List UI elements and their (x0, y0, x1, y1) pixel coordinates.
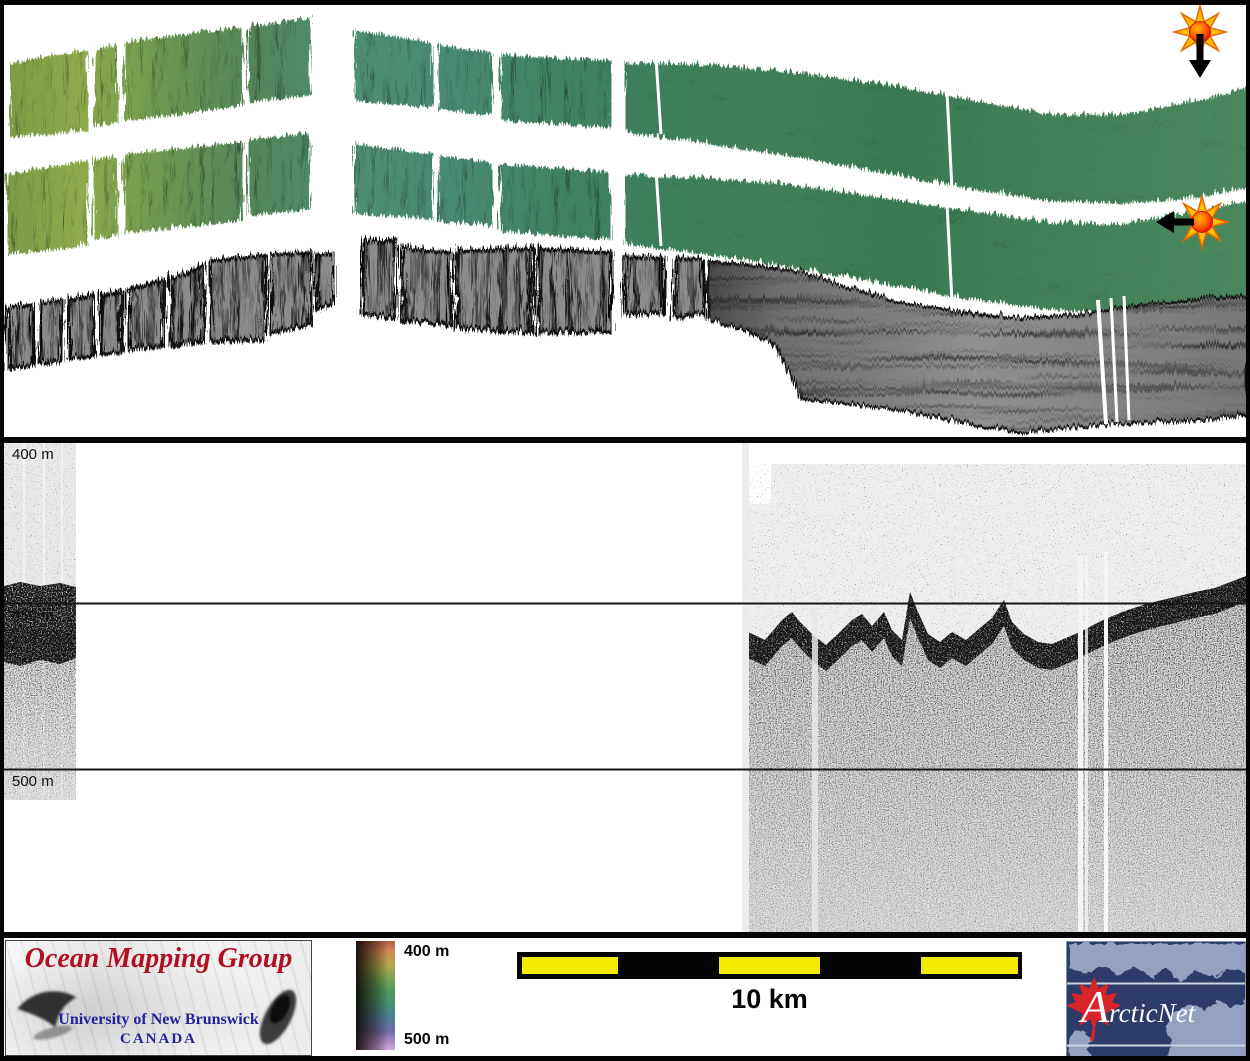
echogram-right-panel (749, 464, 1246, 932)
arctic-map-landmass (1067, 942, 1245, 1057)
scale-bar-segment (522, 957, 618, 974)
subsurface-speckle (749, 576, 1246, 932)
sonar-swath-graphic (4, 3, 1248, 432)
subbottom-graphic (4, 443, 1246, 932)
panel-separator-lower (0, 932, 1250, 938)
depth-label-450m: 450 m (12, 607, 54, 624)
omg-institution: University of New Brunswick (58, 1011, 259, 1028)
arcticnet-art (1067, 942, 1245, 1057)
data-gap-stripe (1078, 556, 1083, 932)
profile-gap-column (742, 443, 749, 932)
scale-bar-segment (719, 957, 820, 974)
scale-bar (517, 952, 1022, 979)
bathymetry-swath-upper (8, 16, 1246, 200)
panel-separator-upper (0, 437, 1250, 443)
arcticnet-wordmark: ArcticNet (1081, 981, 1196, 1032)
data-gap-stripe (1104, 552, 1108, 932)
backscatter-swath (4, 234, 1248, 432)
depth-label-500m: 500 m (12, 773, 54, 790)
sidescan-target-blob-left (17, 991, 77, 1040)
depth-colorbar (356, 941, 395, 1050)
frame-border-bottom (0, 1056, 1250, 1061)
seafloor-reflector (749, 576, 1246, 671)
scale-bar-label: 10 km (731, 984, 808, 1014)
map-panel (4, 3, 1248, 437)
scale-bar-segment (921, 957, 1018, 974)
omg-country: CANADA (120, 1031, 197, 1047)
colorbar-top-label: 400 m (404, 943, 450, 960)
maple-leaf-icon (1067, 976, 1122, 1042)
subbottom-panel (4, 443, 1246, 932)
frame-border-right (1246, 0, 1250, 1061)
depth-label-400m: 400 m (12, 446, 54, 463)
omg-title: Ocean Mapping Group (24, 943, 293, 974)
frame-border-top (0, 0, 1250, 5)
sidescan-target-blob-right (259, 989, 297, 1045)
bathymetry-swath-lower (4, 131, 1246, 318)
arcticnet-logo: ArcticNet (1066, 941, 1246, 1058)
sun-arrow-left-icon (1156, 193, 1231, 251)
colorbar-bottom-label: 500 m (404, 1031, 450, 1048)
frame-border-left (0, 0, 4, 1061)
sun-arrow-down-icon (1171, 3, 1229, 78)
data-gap-stripe (1085, 556, 1088, 932)
echogram-left-strip (4, 443, 76, 800)
omg-logo: Ocean Mapping Group University of New Br… (5, 940, 312, 1056)
omg-logo-art (17, 989, 297, 1045)
